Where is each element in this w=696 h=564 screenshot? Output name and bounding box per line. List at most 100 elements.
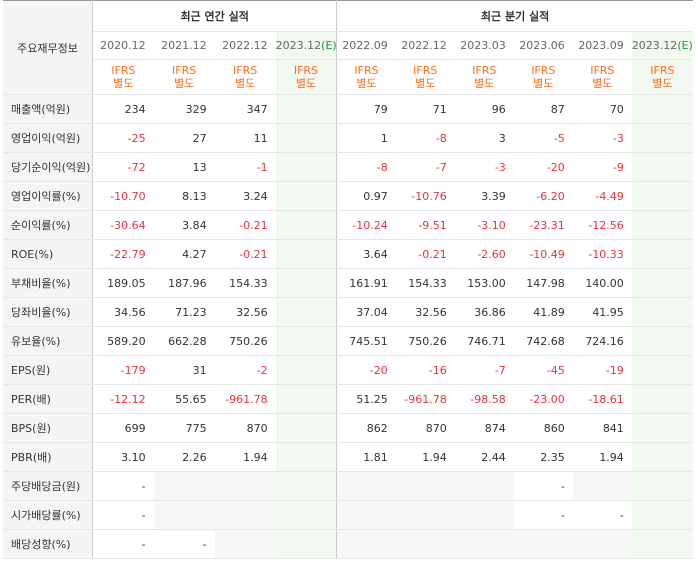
ifrs-label: IFRS 별도 [513, 59, 573, 95]
table-cell: 3.64 [336, 239, 396, 269]
table-cell: 55.65 [153, 384, 215, 414]
table-row: 시가배당률(%) - - - [3, 500, 693, 530]
table-cell: -3.10 [454, 210, 514, 240]
table-row: BPS(원) 699 775 870 862 870 874 860 841 [3, 413, 693, 443]
table-cell: 3.10 [92, 442, 154, 472]
table-cell: - [92, 529, 154, 559]
table-cell: 71 [395, 94, 455, 124]
table-cell: 31 [153, 355, 215, 385]
table-cell: 4.27 [153, 239, 215, 269]
table-cell: -16 [395, 355, 455, 385]
period-label: 2022.12 [401, 39, 447, 52]
table-row: EPS(원) -179 31 -2 -20 -16 -7 -45 -19 [3, 355, 693, 385]
table-cell: 1 [336, 123, 396, 153]
table-cell: -1 [214, 152, 276, 182]
table-cell [395, 529, 455, 559]
table-cell: -20 [336, 355, 396, 385]
row-label: BPS(원) [3, 413, 94, 443]
period-header-row: 2020.12 2021.12 2022.12 2023.12(E) 2022.09 20… [3, 31, 693, 60]
table-row: 배당성향(%) - - [3, 529, 693, 559]
table-cell: -98.58 [454, 384, 514, 414]
period-label: 2022.09 [342, 39, 388, 52]
table-cell: -179 [92, 355, 154, 385]
table-cell: 841 [572, 413, 632, 443]
quarterly-group-header: 최근 분기 실적 [336, 0, 693, 32]
table-row: PER(배) -12.12 55.65 -961.78 51.25 -961.78 -98.… [3, 384, 693, 414]
table-cell: -18.61 [572, 384, 632, 414]
table-cell [454, 529, 514, 559]
table-cell: 2.26 [153, 442, 215, 472]
period-label: 2022.12 [222, 39, 268, 52]
row-label: 부채비율(%) [3, 268, 94, 298]
table-row: 부채비율(%) 189.05 187.96 154.33 161.91 154.33 153… [3, 268, 693, 298]
table-cell: 874 [454, 413, 514, 443]
table-cell: 662.28 [153, 326, 215, 356]
row-label-header: 주요재무정보 [3, 0, 94, 95]
period-header: 2023.06 [513, 31, 573, 60]
table-cell [275, 297, 338, 327]
table-cell [275, 529, 338, 559]
table-cell [153, 471, 215, 501]
table-row: ROE(%) -22.79 4.27 -0.21 3.64 -0.21 -2.60 -10.4… [3, 239, 693, 269]
row-label: 배당성향(%) [3, 529, 94, 559]
table-cell: 750.26 [214, 326, 276, 356]
financial-summary-table: 주요재무정보 최근 연간 실적 최근 분기 실적 2020.12 2021.12 2… [3, 0, 693, 559]
table-cell: -0.21 [395, 239, 455, 269]
table-cell: 870 [214, 413, 276, 443]
table-cell: -2 [214, 355, 276, 385]
row-label: 시가배당률(%) [3, 500, 94, 530]
table-cell: 1.94 [572, 442, 632, 472]
table-cell: -3 [454, 152, 514, 182]
table-cell: 3 [454, 123, 514, 153]
table-cell [631, 94, 693, 124]
table-cell: -10.33 [572, 239, 632, 269]
table-cell [275, 210, 338, 240]
table-cell: -3 [572, 123, 632, 153]
table-cell: 32.56 [214, 297, 276, 327]
estimate-marker: (E) [321, 39, 337, 52]
table-cell: - [513, 500, 573, 530]
row-label: ROE(%) [3, 239, 94, 269]
table-cell [631, 355, 693, 385]
row-label: 유보율(%) [3, 326, 94, 356]
table-cell: -8 [395, 123, 455, 153]
table-cell [572, 529, 632, 559]
row-label: 당좌비율(%) [3, 297, 94, 327]
table-cell: -0.21 [214, 239, 276, 269]
table-cell [395, 500, 455, 530]
table-cell [214, 471, 276, 501]
table-cell: 589.20 [92, 326, 154, 356]
table-row: 순이익률(%) -30.64 3.84 -0.21 -10.24 -9.51 -3.10 -2… [3, 210, 693, 240]
table-cell: -12.56 [572, 210, 632, 240]
table-cell: - [513, 471, 573, 501]
table-cell [631, 239, 693, 269]
row-label: 매출액(억원) [3, 94, 94, 124]
table-cell [275, 355, 338, 385]
table-cell: 699 [92, 413, 154, 443]
table-cell: 3.84 [153, 210, 215, 240]
period-header: 2022.12 [395, 31, 455, 60]
table-cell [275, 471, 338, 501]
table-cell [275, 442, 338, 472]
table-cell: 329 [153, 94, 215, 124]
ifrs-label: IFRS 별도 [92, 59, 154, 95]
table-row: 당기순이익(억원) -72 13 -1 -8 -7 -3 -20 -9 [3, 152, 693, 182]
table-cell: 79 [336, 94, 396, 124]
group-header-row: 주요재무정보 최근 연간 실적 최근 분기 실적 [3, 0, 693, 95]
table-cell [631, 413, 693, 443]
table-cell: 154.33 [395, 268, 455, 298]
table-cell: -22.79 [92, 239, 154, 269]
table-cell: -9.51 [395, 210, 455, 240]
table-cell: 189.05 [92, 268, 154, 298]
table-cell [336, 529, 396, 559]
table-row: 주당배당금(원) - - [3, 471, 693, 501]
table-cell: -10.70 [92, 181, 154, 211]
row-label: 당기순이익(억원) [3, 152, 94, 182]
table-cell: - [572, 500, 632, 530]
table-cell: 870 [395, 413, 455, 443]
ifrs-label: IFRS 별도 [395, 59, 455, 95]
table-cell: 41.89 [513, 297, 573, 327]
table-cell [454, 500, 514, 530]
table-cell [631, 268, 693, 298]
table-cell: - [153, 529, 215, 559]
